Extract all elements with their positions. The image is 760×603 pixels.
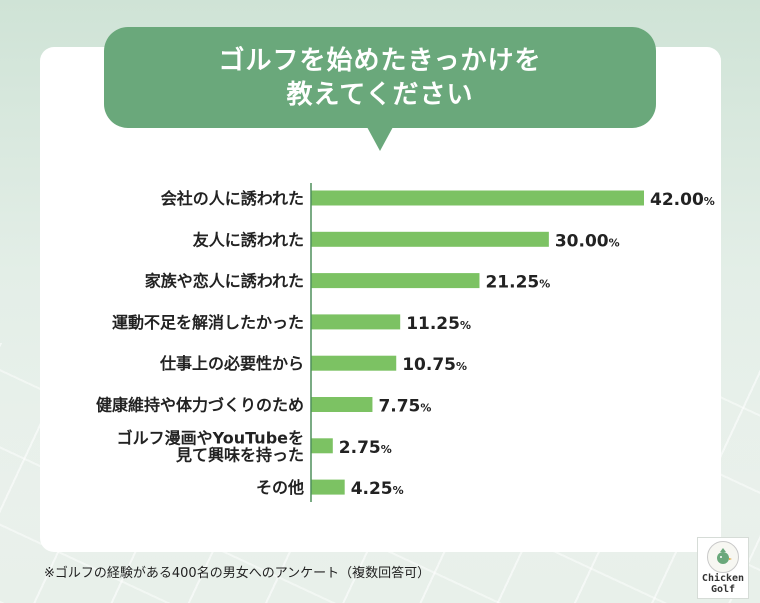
value-label-2: 30.00% bbox=[555, 231, 620, 251]
value-percent-sign: % bbox=[539, 278, 550, 291]
value-label-1: 42.00% bbox=[650, 190, 715, 210]
logo-text-line-2: Golf bbox=[710, 584, 736, 595]
category-label-3: 家族や恋人に誘われた bbox=[145, 272, 304, 291]
category-label-2: 友人に誘われた bbox=[193, 230, 304, 249]
category-label-4: 運動不足を解消したかった bbox=[112, 313, 304, 332]
bar-5 bbox=[311, 355, 397, 371]
value-label-6: 7.75% bbox=[378, 397, 431, 417]
value-percent-sign: % bbox=[460, 319, 471, 332]
bar-2 bbox=[311, 231, 549, 247]
value-label-4: 11.25% bbox=[406, 314, 471, 334]
category-label-6: 健康維持や体力づくりのため bbox=[96, 396, 304, 415]
bar-1 bbox=[311, 190, 644, 206]
title-bubble: ゴルフを始めたきっかけを 教えてください bbox=[104, 27, 656, 128]
logo-text-line-1: Chicken bbox=[701, 573, 745, 584]
bar-8 bbox=[311, 479, 345, 495]
bar-4 bbox=[311, 314, 401, 330]
bar-6 bbox=[311, 397, 373, 412]
category-label-5: 仕事上の必要性から bbox=[159, 354, 304, 373]
value-percent-sign: % bbox=[609, 236, 620, 249]
value-percent-sign: % bbox=[456, 360, 467, 373]
value-percent-sign: % bbox=[393, 484, 404, 497]
value-percent-sign: % bbox=[704, 195, 715, 208]
category-label-7-line-2: 見て興味を持った bbox=[175, 445, 304, 464]
bar-7 bbox=[311, 438, 333, 454]
value-label-3: 21.25% bbox=[485, 273, 550, 293]
chicken-icon bbox=[707, 541, 739, 573]
category-label-1: 会社の人に誘われた bbox=[161, 189, 304, 208]
value-label-7: 2.75% bbox=[339, 438, 392, 458]
value-label-5: 10.75% bbox=[402, 355, 467, 375]
category-label-7-line-1: ゴルフ漫画やYouTubeを bbox=[117, 428, 304, 447]
value-percent-sign: % bbox=[420, 402, 431, 415]
category-label-8: その他 bbox=[256, 478, 304, 497]
value-percent-sign: % bbox=[381, 443, 392, 456]
value-label-8: 4.25% bbox=[351, 479, 404, 499]
footnote: ※ゴルフの経験がある400名の男女へのアンケート（複数回答可） bbox=[44, 566, 431, 581]
bar-3 bbox=[311, 273, 480, 289]
title-bubble-tail bbox=[367, 127, 393, 151]
title-line-1: ゴルフを始めたきっかけを bbox=[218, 45, 542, 76]
chicken-golf-logo: Chicken Golf bbox=[697, 537, 749, 599]
title-line-2: 教えてください bbox=[286, 79, 474, 110]
